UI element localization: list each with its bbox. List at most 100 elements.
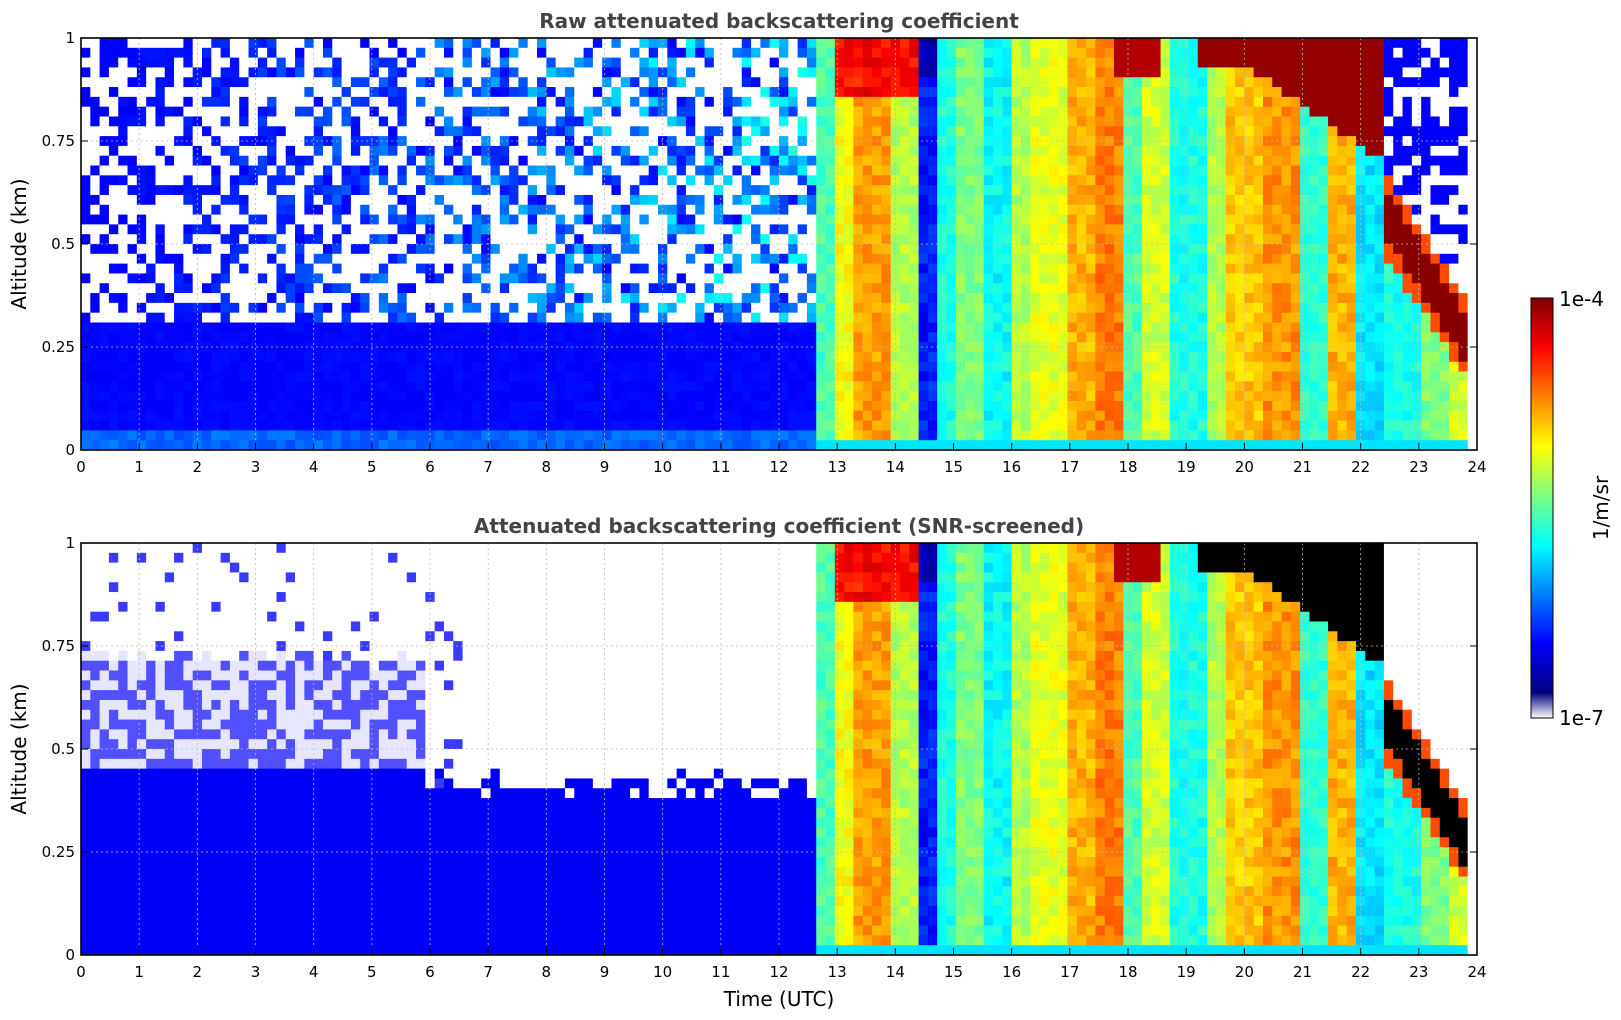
- heatmap-cell: [1151, 126, 1162, 137]
- heatmap-cell: [834, 391, 845, 402]
- heatmap-cell: [1123, 67, 1134, 78]
- heatmap-cell: [881, 430, 892, 441]
- heatmap-cell: [564, 136, 575, 147]
- heatmap-cell: [499, 391, 510, 402]
- heatmap-cell: [155, 302, 166, 314]
- heatmap-cell: [1011, 371, 1022, 382]
- heatmap-cell: [881, 351, 892, 363]
- heatmap-cell: [1020, 165, 1031, 176]
- heatmap-cell: [806, 214, 817, 225]
- heatmap-cell: [1048, 234, 1059, 245]
- heatmap-cell: [332, 322, 343, 333]
- heatmap-cell: [713, 136, 724, 147]
- heatmap-cell: [322, 47, 333, 59]
- heatmap-cell: [685, 234, 696, 245]
- heatmap-cell: [732, 234, 743, 245]
- heatmap-cell: [211, 185, 222, 196]
- heatmap-cell: [816, 194, 827, 206]
- heatmap-cell: [1020, 96, 1031, 108]
- heatmap-cell: [872, 430, 882, 441]
- heatmap-cell: [1058, 234, 1069, 245]
- heatmap-cell: [797, 87, 808, 98]
- heatmap-cell: [704, 420, 715, 431]
- heatmap-cell: [108, 67, 119, 78]
- heatmap-cell: [499, 165, 510, 176]
- heatmap-cell: [1086, 322, 1097, 333]
- heatmap-cell: [248, 47, 259, 59]
- heatmap-cell: [630, 293, 640, 304]
- heatmap-cell: [108, 155, 119, 167]
- heatmap-cell: [201, 96, 212, 108]
- heatmap-cell: [909, 224, 920, 235]
- heatmap-cell: [611, 87, 622, 98]
- heatmap-cell: [313, 116, 324, 127]
- heatmap-cell: [425, 155, 436, 167]
- heatmap-cell: [676, 57, 687, 69]
- heatmap-cell: [183, 283, 194, 294]
- heatmap-cell: [267, 410, 278, 422]
- heatmap-cell: [955, 332, 966, 343]
- heatmap-cell: [369, 273, 380, 284]
- heatmap-cell: [146, 371, 157, 382]
- heatmap-cell: [611, 204, 622, 216]
- heatmap-cell: [239, 322, 250, 333]
- heatmap-cell: [155, 420, 166, 431]
- heatmap-cell: [285, 145, 296, 157]
- heatmap-cell: [853, 244, 864, 255]
- heatmap-cell: [574, 273, 585, 284]
- heatmap-cell: [341, 263, 352, 275]
- heatmap-cell: [443, 253, 454, 265]
- heatmap-cell: [639, 244, 650, 255]
- heatmap-cell: [164, 214, 175, 225]
- heatmap-cell: [1104, 420, 1115, 431]
- heatmap-cell: [685, 253, 696, 265]
- heatmap-cell: [108, 302, 119, 314]
- heatmap-cell: [1095, 224, 1106, 235]
- heatmap-cell: [862, 194, 873, 206]
- heatmap-cell: [313, 322, 324, 333]
- heatmap-cell: [806, 371, 817, 382]
- heatmap-cell: [462, 410, 473, 422]
- heatmap-cell: [1067, 165, 1078, 176]
- heatmap-cell: [220, 106, 231, 118]
- heatmap-cell: [434, 57, 445, 69]
- heatmap-cell: [630, 332, 640, 343]
- heatmap-cell: [537, 391, 547, 402]
- heatmap-cell: [853, 312, 864, 324]
- heatmap-cell: [201, 57, 212, 69]
- heatmap-cell: [118, 77, 129, 88]
- heatmap-cell: [369, 361, 380, 373]
- heatmap-cell: [108, 96, 119, 108]
- heatmap-cell: [406, 302, 417, 314]
- heatmap-cell: [825, 145, 836, 157]
- heatmap-cell: [1011, 283, 1022, 294]
- heatmap-cell: [639, 322, 650, 333]
- heatmap-cell: [797, 214, 808, 225]
- heatmap-cell: [890, 342, 901, 353]
- heatmap-cell: [555, 410, 566, 422]
- heatmap-cell: [481, 351, 492, 363]
- heatmap-cell: [1030, 244, 1041, 255]
- heatmap-cell: [1020, 391, 1031, 402]
- heatmap-cell: [1086, 77, 1097, 88]
- heatmap-cell: [1076, 96, 1087, 108]
- heatmap-cell: [1067, 87, 1078, 98]
- heatmap-cell: [499, 332, 510, 343]
- heatmap-cell: [993, 312, 1003, 324]
- heatmap-cell: [360, 145, 371, 157]
- heatmap-cell: [537, 400, 547, 412]
- heatmap-cell: [527, 283, 538, 294]
- heatmap-cell: [927, 273, 938, 284]
- heatmap-cell: [1086, 253, 1097, 265]
- heatmap-cell: [862, 381, 873, 392]
- heatmap-cell: [918, 322, 929, 333]
- heatmap-cell: [527, 194, 538, 206]
- heatmap-cell: [881, 145, 892, 157]
- heatmap-cell: [481, 194, 492, 206]
- heatmap-cell: [1048, 136, 1059, 147]
- heatmap-cell: [1020, 420, 1031, 431]
- heatmap-cell: [574, 371, 585, 382]
- heatmap-cell: [1030, 420, 1041, 431]
- heatmap-cell: [220, 38, 231, 49]
- heatmap-cell: [481, 430, 492, 441]
